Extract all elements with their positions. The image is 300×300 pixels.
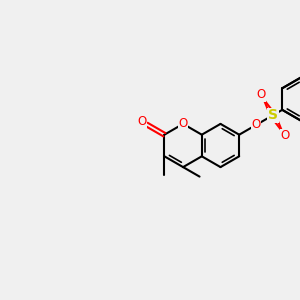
Text: O: O xyxy=(280,129,289,142)
Text: O: O xyxy=(251,118,261,131)
Text: O: O xyxy=(178,117,188,130)
Text: S: S xyxy=(268,108,278,122)
Text: O: O xyxy=(137,115,147,128)
Text: O: O xyxy=(256,88,266,101)
